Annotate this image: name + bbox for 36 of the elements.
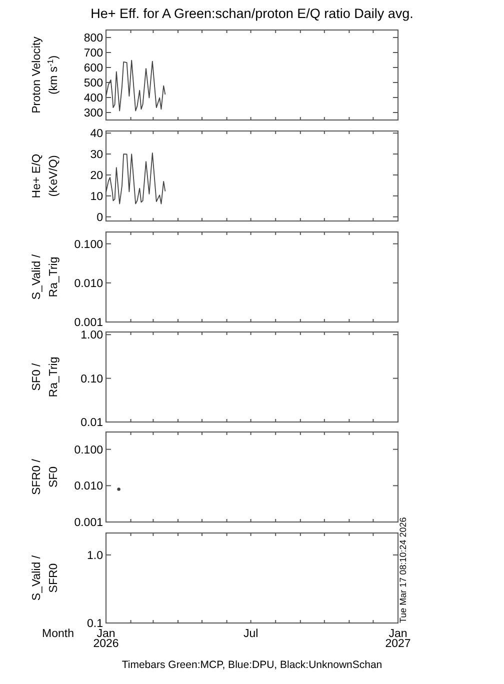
y-axis-title: SF0 / Ra_Trig xyxy=(31,356,60,398)
y-tick-label: 0.100 xyxy=(74,238,103,251)
y-tick-label: 30 xyxy=(90,149,103,162)
y-axis-title: He+ E/Q (KeV/Q) xyxy=(31,154,60,198)
y-tick-label: 40 xyxy=(90,128,103,140)
y-tick-label: 800 xyxy=(84,32,103,44)
y-tick-label: 0.01 xyxy=(80,417,103,429)
y-tick-label: 700 xyxy=(84,48,103,60)
y-tick-label: 400 xyxy=(84,92,103,104)
text: Tue Mar 17 08:10:24 2026 xyxy=(398,517,408,623)
text: Timebars Green:MCP, Blue:DPU, Black:UnknownSchan xyxy=(122,659,382,671)
y-tick-label: 1.00 xyxy=(80,330,103,342)
x-tick-label: Jan 2026 xyxy=(93,628,119,650)
chart-title: He+ Eff. for A Green:schan/proton E/Q ratio Daily avg. xyxy=(90,6,414,21)
y-tick-label: 0.100 xyxy=(74,444,103,456)
y-tick-label: 0.010 xyxy=(74,278,103,290)
y-tick-label: 0.1 xyxy=(87,618,103,630)
y-tick-label: 500 xyxy=(84,78,103,90)
y-tick-label: 0.010 xyxy=(74,480,103,493)
x-tick-label: Jan 2027 xyxy=(385,628,411,650)
y-axis-title: S_Valid / SFR0 xyxy=(31,554,60,601)
y-axis-title: SFR0 / SF0 xyxy=(31,458,60,495)
y-tick-label: 0.001 xyxy=(74,517,103,529)
y-tick-label: 20 xyxy=(90,170,103,182)
y-tick-label: 600 xyxy=(84,62,103,74)
y-tick-label: 0.001 xyxy=(74,317,103,329)
x-axis-title: Month xyxy=(42,628,74,640)
y-axis-title: S_Valid / Ra_Trig xyxy=(31,254,60,300)
y-tick-label: 0.10 xyxy=(80,373,103,386)
y-tick-label: 10 xyxy=(90,190,103,203)
y-tick-label: 1.0 xyxy=(87,550,103,562)
y-tick-label: 0 xyxy=(96,212,103,224)
line-series xyxy=(106,152,166,204)
x-tick-label: Jul xyxy=(243,628,258,640)
line-series xyxy=(106,60,166,112)
y-tick-label: 300 xyxy=(84,108,103,120)
